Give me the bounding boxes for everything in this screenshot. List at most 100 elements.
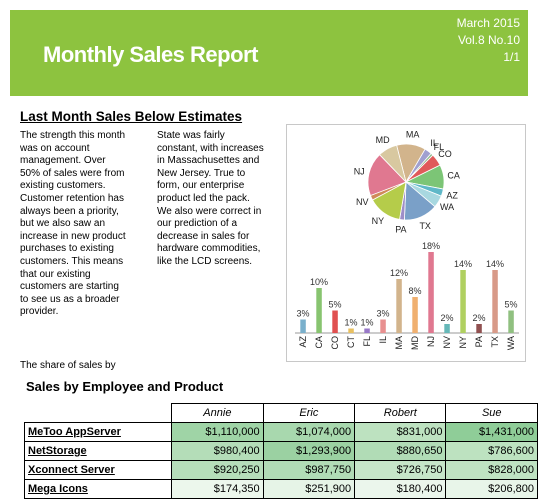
article-line: form, our enterprise: [157, 180, 245, 192]
sales-value-cell: $180,400: [354, 479, 447, 499]
bar-data-label: 12%: [390, 268, 408, 278]
article-line: our prediction of a: [157, 218, 238, 230]
bar-tick-label: NY: [458, 336, 468, 349]
article-line: to see us as a broader: [20, 293, 120, 305]
issue-info: March 2015 Vol.8 No.10 1/1: [457, 15, 520, 66]
issue-date: March 2015: [456, 16, 520, 30]
bar-data-label: 1%: [360, 318, 373, 328]
bar-md: [412, 297, 418, 333]
bar-data-label: 1%: [344, 318, 357, 328]
pie-label: PA: [395, 225, 406, 235]
article-line: State was fairly: [157, 130, 225, 141]
article-line: The strength this month: [20, 130, 126, 141]
pie-label: FL: [434, 142, 445, 152]
article-line: product led the pack.: [157, 192, 250, 204]
report-title: Monthly Sales Report: [43, 42, 258, 67]
column-header: Eric: [262, 403, 356, 423]
article-line: always been a priority,: [20, 205, 119, 217]
employee-section-heading: Sales by Employee and Product: [26, 379, 224, 394]
sales-value-cell: $831,000: [354, 422, 447, 442]
bar-tick-label: CO: [330, 336, 340, 350]
bar-data-label: 14%: [454, 259, 472, 269]
pie-label: CA: [447, 171, 460, 181]
article-line: provider.: [20, 306, 59, 318]
bar-tick-label: PA: [474, 336, 484, 347]
bar-tick-label: NJ: [426, 336, 436, 347]
table-row: Xconnect Server $920,250 $987,750 $726,750 $…: [23, 460, 538, 480]
bar-nj: [428, 252, 434, 333]
sales-value-cell: $880,650: [354, 441, 447, 461]
column-header: Robert: [354, 403, 447, 423]
bar-co: [332, 310, 338, 333]
article-line: New Jersey. True to: [157, 167, 246, 179]
sales-value-cell: $1,110,000: [171, 422, 264, 442]
article-line: but we also saw an: [20, 218, 106, 230]
article-line: We also were correct in: [157, 205, 262, 217]
bar-nv: [444, 324, 450, 333]
product-name-cell: NetStorage: [23, 441, 173, 461]
bar-data-label: 5%: [504, 300, 517, 310]
table-header-row: Annie Eric Robert Sue: [25, 403, 538, 423]
bar-tick-label: AZ: [298, 336, 308, 348]
article-line: constant, with increases: [157, 142, 264, 154]
article-line: 50% of sales were from: [20, 167, 125, 179]
state-bar-chart: 3% AZ 10% CA 5% CO 1% CT 1% FL 3% IL 12% MA 8% MD 18% NJ 2…: [295, 241, 519, 350]
bar-data-label: 8%: [408, 286, 421, 296]
table-corner-cell: [25, 404, 172, 423]
product-name-cell: Mega Icons: [23, 479, 173, 499]
sales-value-cell: $1,293,900: [262, 441, 356, 461]
sales-value-cell: $251,900: [262, 479, 356, 499]
column-header: Sue: [445, 403, 538, 423]
bar-tick-label: MD: [410, 336, 420, 350]
pie-label: NV: [356, 197, 369, 207]
pie-label: IL: [430, 138, 438, 148]
sales-value-cell: $174,350: [171, 479, 264, 499]
article-column-2: State was fairly constant, with increases…: [157, 130, 279, 269]
article-line: Customer retention has: [20, 192, 124, 204]
sales-value-cell: $1,074,000: [262, 422, 356, 442]
article-line: was on account: [20, 142, 90, 154]
bar-ct: [348, 328, 354, 333]
article-line: in Massachusettes and: [157, 155, 260, 167]
bar-tick-label: CT: [346, 336, 356, 348]
table-row: NetStorage $980,400 $1,293,900 $880,650 $786…: [23, 441, 538, 461]
article-line: increase in new product: [20, 230, 126, 242]
bar-az: [300, 319, 306, 333]
product-name-cell: Xconnect Server: [23, 460, 173, 480]
bar-ma: [396, 279, 402, 333]
article-line: customers. This means: [20, 255, 124, 267]
sales-charts-box: MA IL FL CO CA AZ WA TX PA NY NV NJ MD 3% AZ 10% CA 5% CO…: [286, 124, 526, 362]
pie-label: AZ: [446, 191, 458, 201]
bar-tick-label: IL: [378, 336, 388, 344]
header-banner: Monthly Sales Report March 2015 Vol.8 No…: [10, 10, 528, 96]
bar-tick-label: CA: [314, 336, 324, 349]
employee-sales-table: Annie Eric Robert Sue MeToo AppServer $1,110,…: [23, 403, 538, 499]
article-line: hardware commodities,: [157, 243, 261, 255]
article-line: purchases to existing: [20, 243, 114, 255]
pie-label: MD: [376, 135, 390, 145]
sales-value-cell: $786,600: [445, 441, 538, 461]
sales-value-cell: $726,750: [354, 460, 447, 480]
article-line: customers are starting: [20, 281, 119, 293]
product-name-cell: MeToo AppServer: [23, 422, 173, 442]
bar-data-label: 14%: [486, 259, 504, 269]
bar-tx: [492, 270, 498, 333]
sales-value-cell: $920,250: [171, 460, 264, 480]
pie-label: MA: [406, 130, 420, 140]
pie-label: CO: [438, 149, 452, 159]
bar-tick-label: TX: [490, 336, 500, 348]
sales-value-cell: $828,000: [445, 460, 538, 480]
article-column-1: The strength this month was on account man…: [20, 130, 142, 319]
bar-tick-label: NV: [442, 336, 452, 349]
bar-tick-label: FL: [362, 336, 372, 347]
bar-data-label: 18%: [422, 241, 440, 251]
article-line: that our existing: [20, 268, 91, 280]
bar-data-label: 2%: [440, 313, 453, 323]
bar-tick-label: MA: [394, 336, 404, 350]
article-line: existing customers.: [20, 180, 106, 192]
pie-label: NJ: [354, 167, 365, 177]
article-line: management. Over: [20, 155, 106, 167]
pie-slice-nj: [367, 154, 407, 197]
table-row: Mega Icons $174,350 $251,900 $180,400 $206,8…: [23, 479, 538, 499]
article-line: decrease in sales for: [157, 230, 250, 242]
